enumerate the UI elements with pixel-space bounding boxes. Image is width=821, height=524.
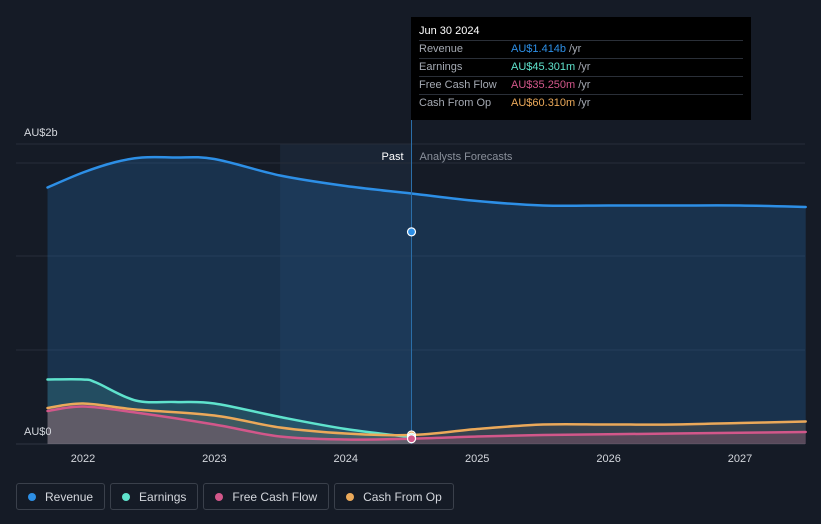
tooltip-unit: /yr <box>578 97 591 109</box>
tooltip-label: Earnings <box>419 61 463 73</box>
x-tick-label: 2024 <box>334 453 358 465</box>
y-tick-label: AU$2b <box>24 127 58 139</box>
tooltip: Jun 30 2024 Revenue AU$1.414b/yr Earnings A… <box>411 17 751 120</box>
x-tick-label: 2025 <box>465 453 489 465</box>
tooltip-value: AU$35.250m <box>511 79 576 91</box>
area-earnings <box>47 379 412 444</box>
x-tick-label: 2027 <box>728 453 752 465</box>
legend-item-free-cash-flow[interactable]: Free Cash Flow <box>203 483 330 510</box>
x-tick-label: 2022 <box>71 453 95 465</box>
legend-item-cash-from-op[interactable]: Cash From Op <box>334 483 454 510</box>
forecast-shade <box>280 144 412 444</box>
marker-revenue <box>406 227 417 237</box>
tooltip-row: Cash From Op AU$60.310m/yr <box>419 95 743 112</box>
legend: Revenue Earnings Free Cash Flow Cash From O… <box>16 483 454 510</box>
tooltip-unit: /yr <box>578 79 591 91</box>
tooltip-value: AU$60.310m <box>511 97 576 109</box>
legend-dot-icon <box>346 492 355 501</box>
x-tick-label: 2023 <box>202 453 226 465</box>
legend-label: Cash From Op <box>363 489 442 504</box>
forecast-label: Analysts Forecasts <box>420 151 513 163</box>
hover-markers <box>406 227 417 444</box>
tooltip-row: Free Cash Flow AU$35.250m/yr <box>419 77 743 95</box>
tooltip-label: Revenue <box>419 43 464 55</box>
tooltip-unit: /yr <box>569 43 582 55</box>
tooltip-label: Free Cash Flow <box>419 79 497 91</box>
tooltip-row: Earnings AU$45.301m/yr <box>419 59 743 77</box>
legend-dot-icon <box>122 492 131 501</box>
legend-dot-icon <box>215 492 224 501</box>
x-tick-label: 2026 <box>596 453 620 465</box>
line-revenue <box>46 155 807 209</box>
legend-item-earnings[interactable]: Earnings <box>110 483 199 510</box>
legend-label: Earnings <box>139 489 187 504</box>
legend-item-revenue[interactable]: Revenue <box>16 483 106 510</box>
tooltip-value: AU$1.414b <box>511 43 567 55</box>
past-label: Past <box>381 151 403 163</box>
y-tick-label: AU$0 <box>24 426 52 438</box>
tooltip-label: Cash From Op <box>419 97 492 109</box>
tooltip-value: AU$45.301m <box>511 61 576 73</box>
legend-label: Revenue <box>45 489 94 504</box>
tooltip-unit: /yr <box>578 61 591 73</box>
marker-free-cash-flow <box>406 434 417 444</box>
grid <box>16 143 805 445</box>
area-revenue <box>47 157 806 444</box>
y-axis: AU$0 AU$2b <box>24 127 58 438</box>
x-axis: 2022 2023 2024 2025 2026 2027 <box>71 453 752 465</box>
tooltip-row: Revenue AU$1.414b/yr <box>419 41 743 59</box>
tooltip-date: Jun 30 2024 <box>419 23 743 41</box>
legend-dot-icon <box>28 492 36 501</box>
legend-label: Free Cash Flow <box>232 489 318 504</box>
line-earnings <box>46 378 413 439</box>
